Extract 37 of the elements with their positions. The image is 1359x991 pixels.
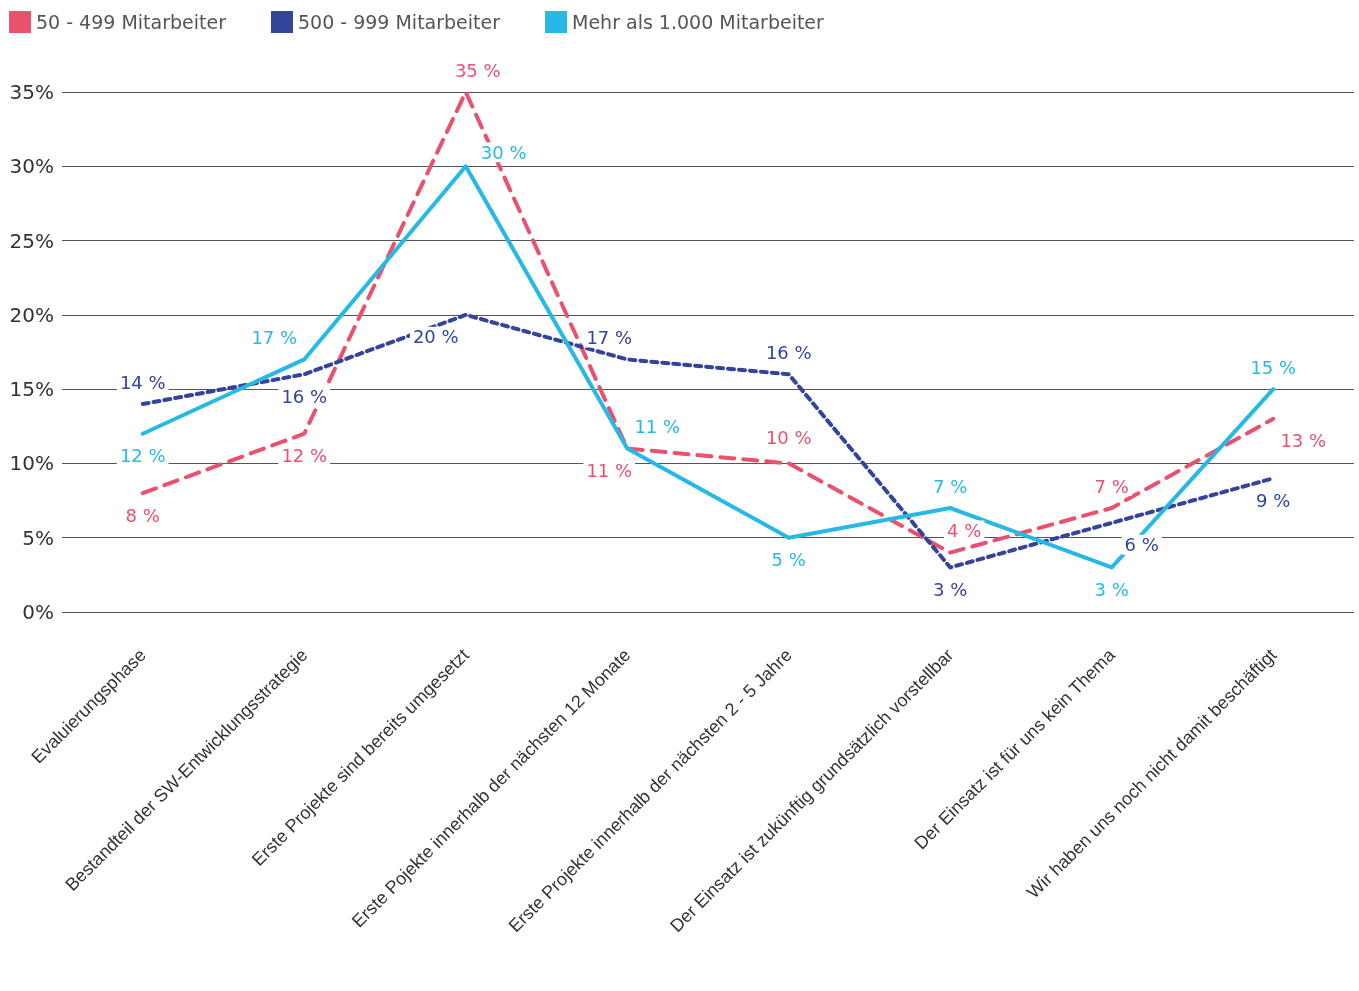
data-label: 17 % [251, 326, 298, 348]
data-label: 30 % [480, 141, 527, 163]
legend-label: Mehr als 1.000 Mitarbeiter [572, 11, 825, 33]
data-label: 20 % [412, 326, 459, 348]
data-label: 11 % [586, 460, 633, 482]
data-label: 9 % [1256, 489, 1291, 511]
data-label: 3 % [1094, 578, 1129, 600]
data-label: 35 % [454, 59, 501, 81]
y-tick-label: 35% [9, 80, 54, 104]
data-label: 11 % [634, 416, 681, 438]
line-series [140, 90, 1276, 555]
y-tick-label: 25% [9, 228, 54, 253]
y-tick-label: 5% [22, 525, 54, 550]
data-label: 7 % [933, 475, 968, 497]
data-label: 3 % [933, 578, 968, 600]
data-label: 5 % [771, 549, 806, 571]
data-label: 13 % [1280, 430, 1327, 452]
data-label: 14 % [119, 371, 166, 393]
y-tick-label: 30% [9, 154, 54, 179]
legend-label: 500 - 999 Mitarbeiter [297, 11, 501, 33]
data-label: 8 % [125, 504, 160, 526]
y-tick-label: 20% [9, 302, 54, 327]
y-tick-label: 0% [22, 600, 54, 624]
data-label: 7 % [1094, 475, 1129, 497]
data-label: 6 % [1124, 534, 1159, 556]
data-label: 4 % [947, 520, 982, 542]
legend-label: 50 - 499 Mitarbeiter [36, 11, 227, 33]
data-label: 15 % [1250, 356, 1297, 378]
y-tick-label: 15% [9, 377, 54, 402]
data-label: 16 % [281, 385, 328, 407]
data-label: 10 % [765, 426, 812, 448]
data-label: 12 % [119, 445, 166, 467]
y-tick-label: 10% [9, 451, 54, 476]
data-label: 17 % [586, 326, 633, 348]
line-series [140, 164, 1276, 570]
data-label: 16 % [765, 341, 812, 363]
data-label: 12 % [281, 445, 328, 467]
